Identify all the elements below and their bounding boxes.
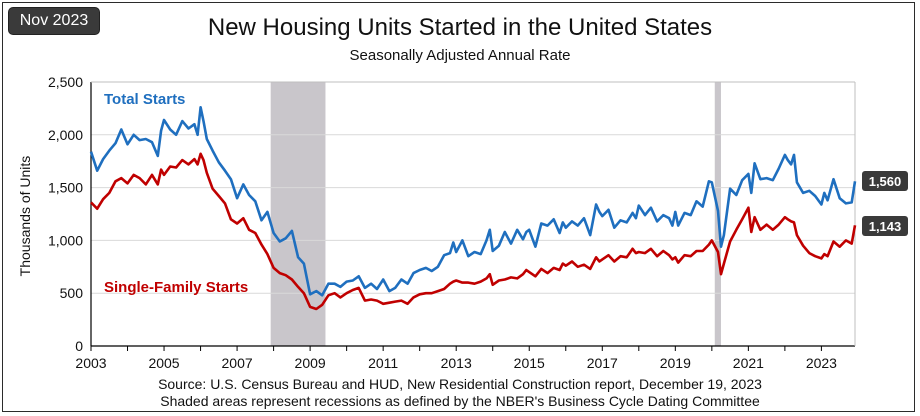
series-label-single-family: Single-Family Starts (104, 279, 248, 296)
y-tick-500: 500 (60, 285, 84, 301)
x-tick-2017: 2017 (587, 355, 618, 371)
callout-single-family: 1,143 (862, 216, 908, 236)
x-tick-2009: 2009 (295, 355, 326, 371)
source-note: Source: U.S. Census Bureau and HUD, New … (0, 376, 920, 410)
x-tick-2003: 2003 (75, 355, 106, 371)
y-tick-2000: 2,000 (48, 127, 83, 143)
series-total-starts-line (89, 106, 857, 297)
x-tick-labels: 2003 2005 2007 2009 2011 2013 2015 2017 2019 2021… (75, 355, 837, 371)
y-tick-2500: 2,500 (48, 74, 83, 90)
x-tick-2021: 2021 (733, 355, 764, 371)
recession-band-0 (270, 82, 326, 346)
y-tick-1000: 1,000 (48, 232, 83, 248)
y-axis-label: Thousands of Units (17, 156, 33, 277)
x-tick-2011: 2011 (368, 355, 398, 371)
date-badge: Nov 2023 (9, 8, 99, 34)
chart-subtitle: Seasonally Adjusted Annual Rate (349, 47, 571, 64)
callout-single-family-value: 1,143 (869, 219, 902, 234)
y-tick-labels: 0 500 1,000 1,500 2,000 2,500 (48, 74, 83, 354)
x-tick-2005: 2005 (148, 355, 179, 371)
x-tick-2019: 2019 (660, 355, 691, 371)
x-tick-2013: 2013 (441, 355, 472, 371)
chart-title: New Housing Units Started in the United … (207, 14, 713, 41)
x-tick-2015: 2015 (514, 355, 545, 371)
y-tick-0: 0 (75, 338, 83, 354)
series-label-total: Total Starts (104, 91, 185, 108)
series-lines (89, 106, 857, 311)
recession-note: Shaded areas represent recessions as def… (160, 393, 760, 409)
plot-area (91, 82, 855, 346)
axes (90, 81, 856, 351)
y-tick-1500: 1,500 (48, 180, 83, 196)
x-tick-2023: 2023 (806, 355, 837, 371)
callout-total-value: 1,560 (869, 174, 902, 189)
source-text: Source: U.S. Census Bureau and HUD, New … (158, 376, 762, 392)
x-tick-2007: 2007 (222, 355, 253, 371)
callout-total: 1,560 (862, 171, 908, 191)
plot-background (91, 82, 855, 346)
series-single-family-starts-line (90, 152, 857, 311)
